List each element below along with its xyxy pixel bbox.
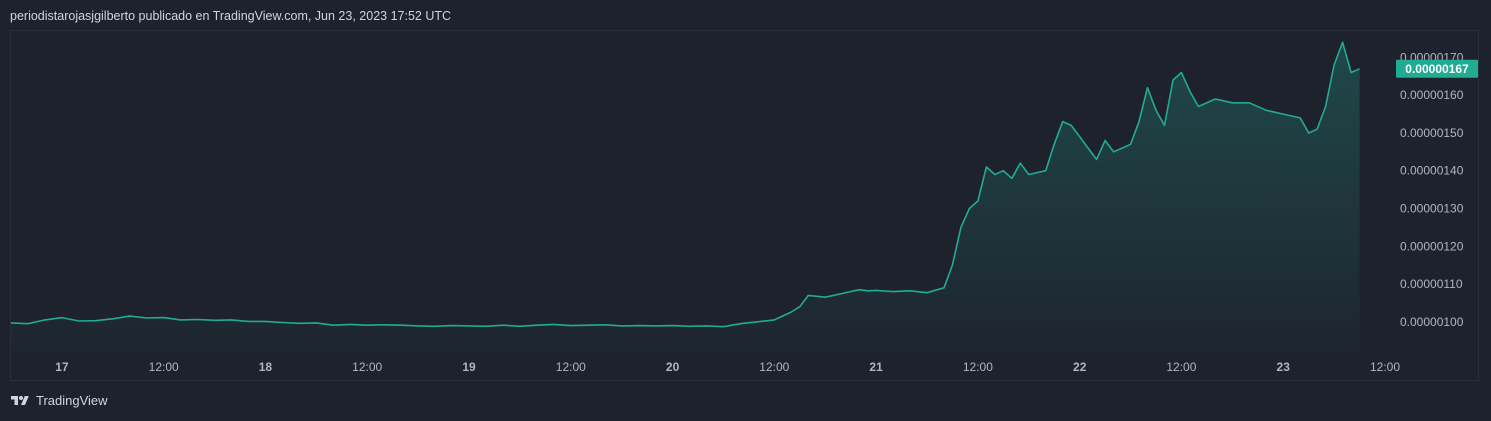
- footer-brand: TradingView: [36, 393, 108, 408]
- x-tick-label: 12:00: [759, 360, 789, 374]
- x-tick-label: 12:00: [1166, 360, 1196, 374]
- y-tick-label: 0.00000150: [1400, 126, 1464, 140]
- x-tick-label: 17: [55, 360, 69, 374]
- x-tick-label: 18: [259, 360, 273, 374]
- y-tick-label: 0.00000160: [1400, 88, 1464, 102]
- tradingview-logo-icon: [11, 395, 29, 405]
- publish-caption: periodistarojasjgilberto publicado en Tr…: [10, 9, 452, 23]
- y-tick-label: 0.00000100: [1400, 315, 1464, 329]
- x-tick-label: 19: [462, 360, 476, 374]
- last-price-label: 0.00000167: [1396, 59, 1478, 78]
- y-tick-label: 0.00000140: [1400, 164, 1464, 178]
- x-axis[interactable]: 17 12:00 18 12:00 19 12:00 20 12:00 21 12:00 22 12:…: [55, 360, 1400, 374]
- last-price-value: 0.00000167: [1405, 62, 1469, 76]
- y-tick-label: 0.00000130: [1400, 202, 1464, 216]
- x-tick-label: 12:00: [1370, 360, 1400, 374]
- last-price-badge: [1396, 59, 1478, 78]
- x-tick-label: 21: [869, 360, 883, 374]
- x-tick-label: 12:00: [963, 360, 993, 374]
- price-line: [10, 41, 1360, 328]
- plot-area: [10, 41, 1360, 353]
- x-tick-label: 22: [1073, 360, 1087, 374]
- x-tick-label: 12:00: [149, 360, 179, 374]
- x-tick-label: 12:00: [352, 360, 382, 374]
- x-tick-label: 23: [1277, 360, 1291, 374]
- y-tick-label: 0.00000120: [1400, 239, 1464, 253]
- price-area-chart[interactable]: 0.000001700.000001600.000001500.00000140…: [10, 30, 1479, 381]
- x-tick-label: 20: [666, 360, 680, 374]
- footer: TradingView: [10, 393, 108, 408]
- price-area-fill: [11, 42, 1360, 353]
- x-tick-label: 12:00: [556, 360, 586, 374]
- y-axis[interactable]: 0.000001700.000001600.000001500.00000140…: [1400, 50, 1464, 328]
- y-tick-label: 0.00000110: [1400, 277, 1463, 291]
